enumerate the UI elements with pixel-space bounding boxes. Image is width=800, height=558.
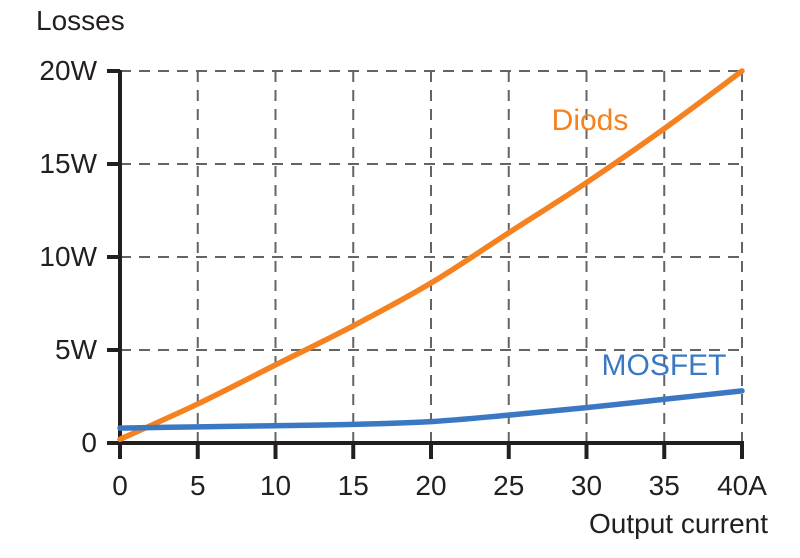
y-tick-label-0: 0 — [81, 427, 97, 458]
x-tick-label-35: 35 — [648, 470, 680, 501]
x-axis-title: Output current — [589, 508, 768, 539]
x-tick-label-25: 25 — [493, 470, 525, 501]
y-tick-label-10w: 10W — [39, 241, 97, 272]
mosfet-curve — [117, 388, 745, 431]
x-tick-label-30: 30 — [570, 470, 603, 501]
series-label-diods: Diods — [551, 104, 629, 137]
x-tick-label-5: 5 — [189, 470, 206, 501]
x-tick-label-0: 0 — [112, 470, 128, 501]
diods-curve — [117, 68, 745, 443]
x-tick-label-20: 20 — [415, 470, 447, 501]
x-tick-label-40a: 40A — [717, 470, 767, 501]
y-axis-title: Losses — [36, 5, 125, 36]
y-tick-label-5w: 5W — [55, 334, 97, 365]
y-tick-label-20w: 20W — [39, 55, 97, 86]
x-tick-label-15: 15 — [337, 470, 369, 501]
y-tick-label-15w: 15W — [39, 148, 97, 179]
x-tick-label-10: 10 — [259, 470, 292, 501]
series-label-mosfet: MOSFET — [601, 349, 727, 382]
